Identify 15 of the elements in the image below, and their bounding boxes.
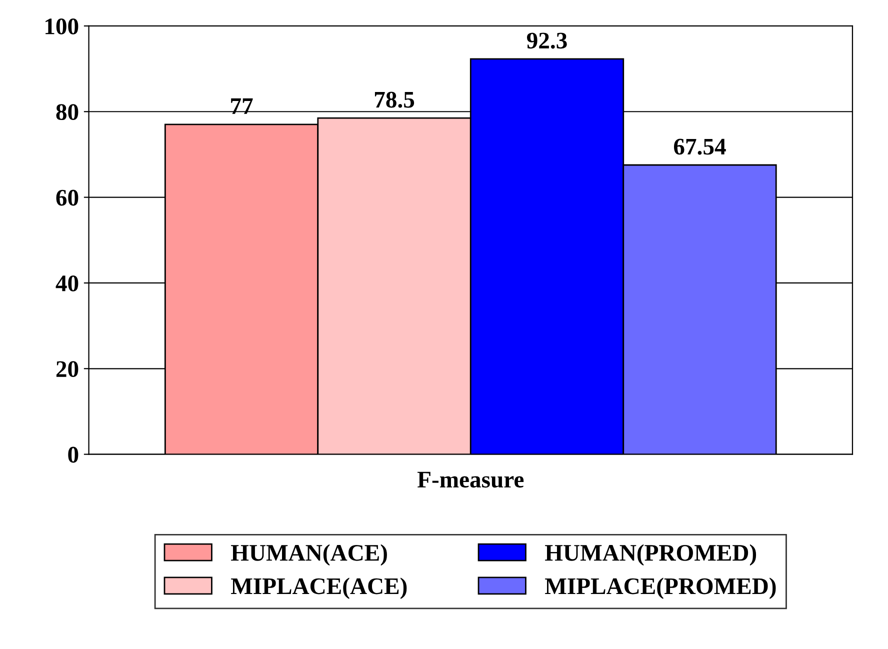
y-tick-label: 80	[56, 104, 78, 120]
y-tick-label: 20	[56, 361, 78, 378]
data-label: 67.54	[674, 138, 726, 155]
legend-label: MIPLACE(ACE)	[231, 578, 407, 599]
y-tick-label: 0	[68, 446, 78, 463]
data-label: 77	[231, 98, 253, 114]
y-tick-label: 100	[46, 18, 78, 34]
y-tick-label: 40	[56, 275, 78, 292]
legend-label: MIPLACE(PROMED)	[545, 578, 776, 599]
legend-label: HUMAN(ACE)	[231, 544, 387, 566]
data-label: 92.3	[526, 32, 567, 49]
y-tick-label: 60	[56, 190, 78, 206]
data-label: 78.5	[374, 92, 414, 108]
legend-label: HUMAN(PROMED)	[545, 544, 756, 566]
x-tick-label: F-measure	[417, 472, 524, 488]
